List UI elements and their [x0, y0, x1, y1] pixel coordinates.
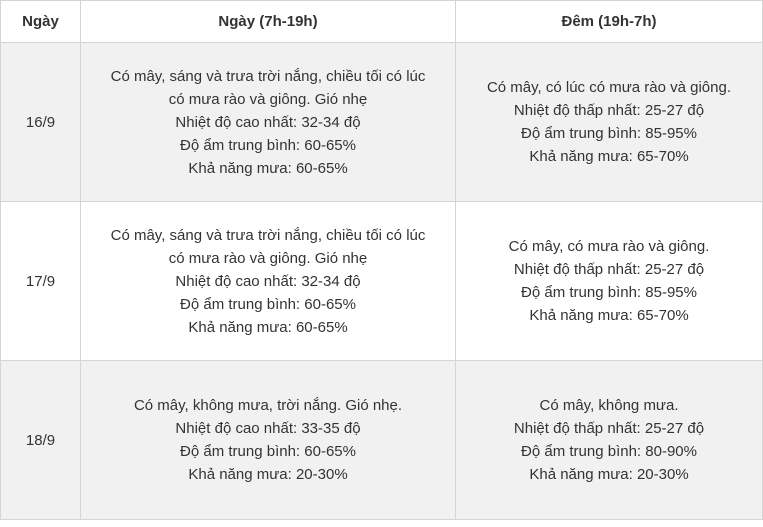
forecast-line: Khả năng mưa: 20-30% [529, 466, 689, 483]
forecast-line: Độ ẩm trung bình: 85-95% [521, 125, 697, 142]
table-row: 16/9 Có mây, sáng và trưa trời nắng, chiề… [0, 42, 763, 202]
table-row: 17/9 Có mây, sáng và trưa trời nắng, chiề… [0, 201, 763, 361]
header-day: Ngày (7h-19h) [80, 0, 456, 43]
forecast-line: Khả năng mưa: 20-30% [188, 466, 348, 483]
forecast-line: Nhiệt độ cao nhất: 32-34 độ [175, 272, 361, 290]
forecast-line: Nhiệt độ thấp nhất: 25-27 độ [513, 420, 705, 437]
forecast-line: có mưa rào và giông. Gió nhẹ [168, 90, 368, 108]
forecast-line: Có mây, có mưa rào và giông. [508, 238, 710, 255]
forecast-line: Độ ẩm trung bình: 60-65% [180, 295, 356, 313]
forecast-line: Nhiệt độ thấp nhất: 25-27 độ [513, 261, 705, 278]
forecast-line: Nhiệt độ thấp nhất: 25-27 độ [513, 102, 705, 119]
forecast-line: có mưa rào và giông. Gió nhẹ [168, 249, 368, 267]
forecast-line: Độ ẩm trung bình: 60-65% [180, 136, 356, 154]
forecast-line: Có mây, không mưa, trời nắng. Gió nhẹ. [133, 397, 403, 414]
header-row: Ngày Ngày (7h-19h) Đêm (19h-7h) [0, 0, 763, 43]
forecast-line: Khả năng mưa: 60-65% [188, 318, 348, 336]
night-forecast-cell: Có mây, có lúc có mưa rào và giông. Nhiệt… [455, 42, 763, 202]
header-date: Ngày [0, 0, 81, 43]
date-cell: 17/9 [0, 201, 81, 361]
header-night: Đêm (19h-7h) [455, 0, 763, 43]
date-cell: 16/9 [0, 42, 81, 202]
forecast-line: Có mây, không mưa. [539, 397, 679, 414]
forecast-line: Nhiệt độ cao nhất: 33-35 độ [175, 420, 361, 437]
forecast-line: Khả năng mưa: 65-70% [529, 148, 689, 165]
night-forecast-cell: Có mây, không mưa. Nhiệt độ thấp nhất: 25… [455, 360, 763, 520]
forecast-line: Có mây, có lúc có mưa rào và giông. [486, 79, 732, 96]
forecast-line: Khả năng mưa: 60-65% [188, 159, 348, 177]
day-forecast-cell: Có mây, không mưa, trời nắng. Gió nhẹ. Nh… [80, 360, 456, 520]
forecast-line: Có mây, sáng và trưa trời nắng, chiều tố… [110, 67, 426, 85]
forecast-line: Nhiệt độ cao nhất: 32-34 độ [175, 113, 361, 131]
night-forecast-cell: Có mây, có mưa rào và giông. Nhiệt độ thấ… [455, 201, 763, 361]
table-row: 18/9 Có mây, không mưa, trời nắng. Gió nh… [0, 360, 763, 520]
forecast-line: Có mây, sáng và trưa trời nắng, chiều tố… [110, 226, 426, 244]
forecast-line: Độ ẩm trung bình: 85-95% [521, 284, 697, 301]
day-forecast-cell: Có mây, sáng và trưa trời nắng, chiều tố… [80, 201, 456, 361]
forecast-line: Khả năng mưa: 65-70% [529, 307, 689, 324]
forecast-line: Độ ẩm trung bình: 60-65% [180, 443, 356, 460]
date-cell: 18/9 [0, 360, 81, 520]
day-forecast-cell: Có mây, sáng và trưa trời nắng, chiều tố… [80, 42, 456, 202]
forecast-line: Độ ẩm trung bình: 80-90% [521, 443, 697, 460]
